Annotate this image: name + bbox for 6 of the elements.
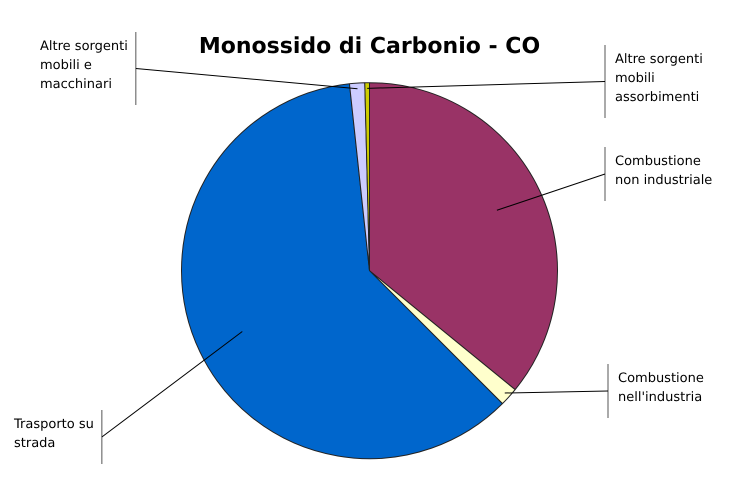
- slice-label: Combustione non industriale: [615, 154, 712, 188]
- slice-label: Combustione nell'industria: [618, 370, 704, 405]
- chart-title: Monossido di Carbonio - CO: [198, 34, 540, 59]
- slice-label: Trasporto su strada: [13, 416, 94, 451]
- slice-label: Altre sorgenti mobili assorbimenti: [615, 52, 703, 105]
- slice-label: Altre sorgenti mobili e macchinari: [40, 38, 128, 92]
